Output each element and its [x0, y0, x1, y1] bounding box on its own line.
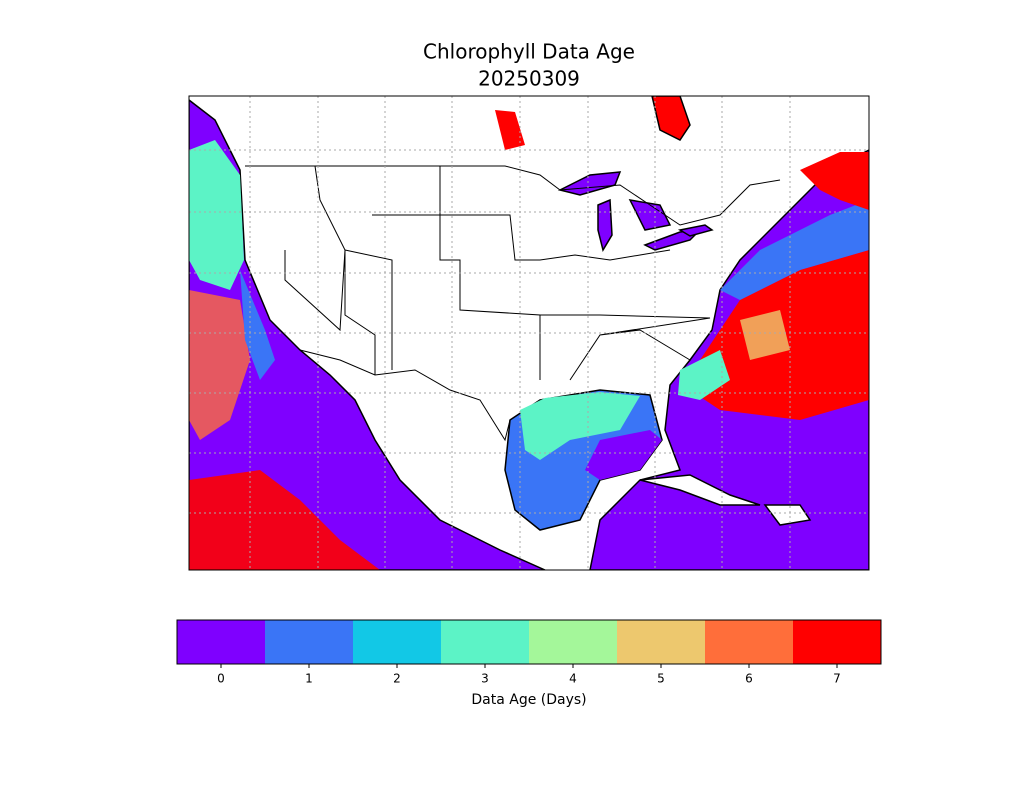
map	[188, 95, 870, 571]
hispaniola	[763, 504, 812, 526]
colorbar-segment	[441, 620, 529, 664]
colorbar-label: Data Age (Days)	[471, 692, 586, 708]
colorbar-tick-label: 0	[217, 672, 225, 686]
north-lake-red	[495, 110, 525, 150]
colorbar-tick-label: 7	[833, 672, 841, 686]
atlantic-orange	[740, 310, 790, 360]
lake-michigan	[597, 198, 613, 252]
state-borders-3	[372, 214, 671, 261]
subtitle: 20250309	[478, 67, 580, 91]
gulf-purple	[585, 430, 662, 480]
colorbar-tick-label: 6	[745, 672, 753, 686]
colorbar-tick-label: 4	[569, 672, 577, 686]
colorbar-frame	[176, 619, 882, 665]
pacific-red	[189, 470, 380, 570]
colorbar-tick-label: 5	[657, 672, 665, 686]
us-mexico-border	[299, 349, 511, 442]
state-borders-2	[439, 166, 541, 380]
state-borders	[314, 165, 376, 375]
colorbar-segment	[793, 620, 881, 664]
colorbar-segment	[265, 620, 353, 664]
gulf-mint	[520, 392, 640, 460]
graticule	[189, 96, 869, 570]
map-frame	[188, 95, 870, 571]
colorbar-segment	[177, 620, 265, 664]
pacific-mint	[189, 140, 244, 290]
hudson-red	[651, 96, 691, 141]
colorbar-segment	[529, 620, 617, 664]
title: Chlorophyll Data Age	[423, 40, 635, 64]
colorbar-segment	[705, 620, 793, 664]
colorbar-tick-label: 1	[305, 672, 313, 686]
cuba	[639, 474, 761, 506]
colorbar-tick-label: 3	[481, 672, 489, 686]
state-borders-5	[540, 314, 711, 381]
us-canada-border	[245, 165, 781, 226]
lake-ontario	[677, 224, 714, 237]
lake-huron	[628, 199, 672, 231]
gulf-st-lawrence	[800, 152, 869, 210]
pacific	[189, 99, 546, 570]
state-borders-4	[284, 249, 393, 370]
colorbar-segment	[353, 620, 441, 664]
atlantic-mint	[678, 350, 730, 400]
colorbar-segment	[617, 620, 705, 664]
atlantic-blue	[720, 200, 869, 300]
pacific-blue	[240, 270, 275, 380]
colorbar-tick-label: 2	[393, 672, 401, 686]
pacific-orange	[189, 290, 250, 440]
